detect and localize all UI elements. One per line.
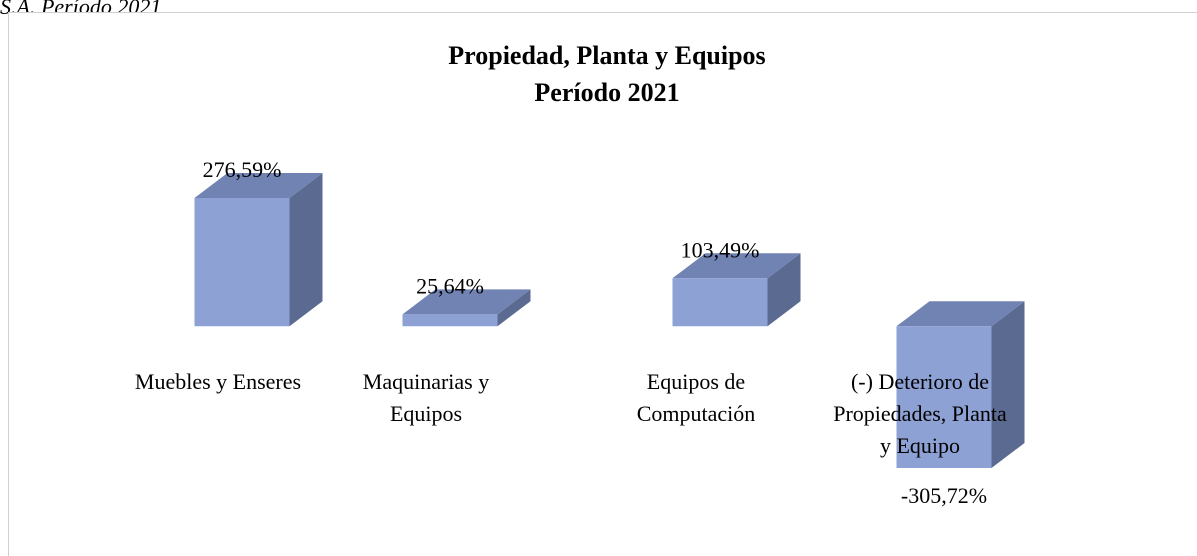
chart-subtitle: Período 2021: [534, 78, 679, 107]
bar: [672, 253, 801, 327]
bar-side: [767, 253, 801, 327]
value-label: 103,49%: [681, 237, 760, 262]
bar: [402, 289, 531, 327]
bar: [194, 173, 323, 327]
bar-top: [402, 289, 531, 315]
category-label: Maquinarias y Equipos: [362, 369, 490, 426]
category-label: (-) Deterioro de Propiedades, Planta y E…: [833, 369, 1007, 458]
category-label: Equipos de Computación: [636, 369, 756, 426]
bar-front: [402, 314, 498, 327]
bar-front: [194, 198, 290, 327]
bar-side: [289, 173, 323, 327]
value-label: -305,72%: [901, 483, 987, 508]
bar-side: [497, 289, 531, 327]
chart-title: Propiedad, Planta y Equipos: [448, 41, 765, 70]
bar-side: [991, 301, 1025, 468]
bar-top: [194, 173, 323, 198]
bar-top: [672, 253, 801, 279]
value-label: 276,59%: [203, 157, 282, 182]
bar-front: [896, 326, 992, 468]
bar-front: [672, 278, 768, 327]
bar: [896, 301, 1025, 468]
bar-top: [896, 301, 1025, 327]
value-label: 25,64%: [416, 273, 484, 298]
category-label: Muebles y Enseres: [134, 369, 302, 394]
